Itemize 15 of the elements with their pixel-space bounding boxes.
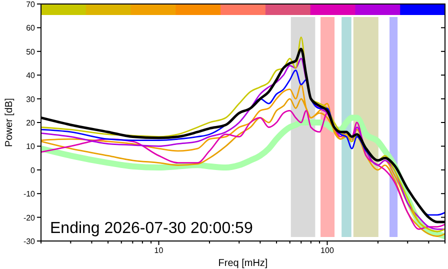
y-tick-label: -10	[23, 190, 36, 199]
x-tick-label: 100	[320, 246, 334, 255]
y-tick-label: 60	[26, 24, 36, 33]
y-tick-label: -30	[23, 237, 36, 246]
y-tick-label: 10	[26, 142, 36, 152]
y-tick-label: -20	[23, 213, 36, 222]
y-tick-label: 50	[26, 47, 36, 56]
y-tick-label: 70	[26, 0, 36, 9]
y-axis-title: Power [dB]	[4, 98, 15, 147]
y-tick-label: 20	[26, 118, 36, 128]
x-axis-title: Freq [mHz]	[218, 258, 268, 269]
y-tick-label: 40	[26, 71, 36, 80]
annotation: Ending 2026-07-30 20:00:59	[50, 220, 253, 237]
y-tick-label: 0	[30, 166, 36, 175]
y-tick-label: 30	[26, 94, 36, 104]
